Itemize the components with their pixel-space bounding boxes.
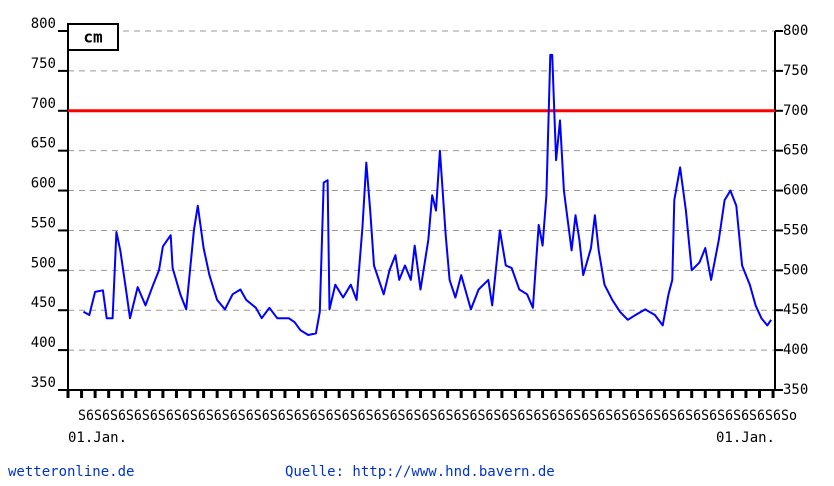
y2-tick-label: 500 [783, 262, 808, 278]
footer-left: wetteronline.de [8, 464, 134, 480]
y2-tick-label: 400 [783, 342, 808, 358]
y-tick-label: 600 [31, 176, 56, 192]
y-tick-label: 400 [31, 335, 56, 351]
y-tick-label: 450 [31, 295, 56, 311]
x-tick-label: 01.Jan. [716, 430, 775, 446]
y-tick-label: 650 [31, 136, 56, 152]
y-tick-label: 500 [31, 255, 56, 271]
y2-tick-label: 600 [783, 183, 808, 199]
y-tick-label: 700 [31, 96, 56, 112]
y2-tick-label: 650 [783, 143, 808, 159]
y2-tick-label: 450 [783, 302, 808, 318]
data-line [83, 53, 772, 336]
y2-tick-label: 750 [783, 63, 808, 79]
x-minor-tick-labels: S6S6S6S6S6S6S6S6S6S6S6S6S6S6S6S6S6S6S6S6… [78, 408, 797, 424]
y-tick-label: 350 [31, 375, 56, 391]
unit-label: cm [83, 28, 103, 47]
footer-right: Quelle: http://www.hnd.bavern.de [285, 464, 555, 480]
y-tick-label: 800 [31, 16, 56, 32]
x-tick-label: 01.Jan. [68, 430, 127, 446]
y2-tick-label: 800 [783, 23, 808, 39]
y-tick-label: 550 [31, 215, 56, 231]
y2-tick-label: 350 [783, 382, 808, 398]
y2-tick-label: 700 [783, 103, 808, 119]
y-tick-label: 750 [31, 56, 56, 72]
y2-tick-label: 550 [783, 222, 808, 238]
